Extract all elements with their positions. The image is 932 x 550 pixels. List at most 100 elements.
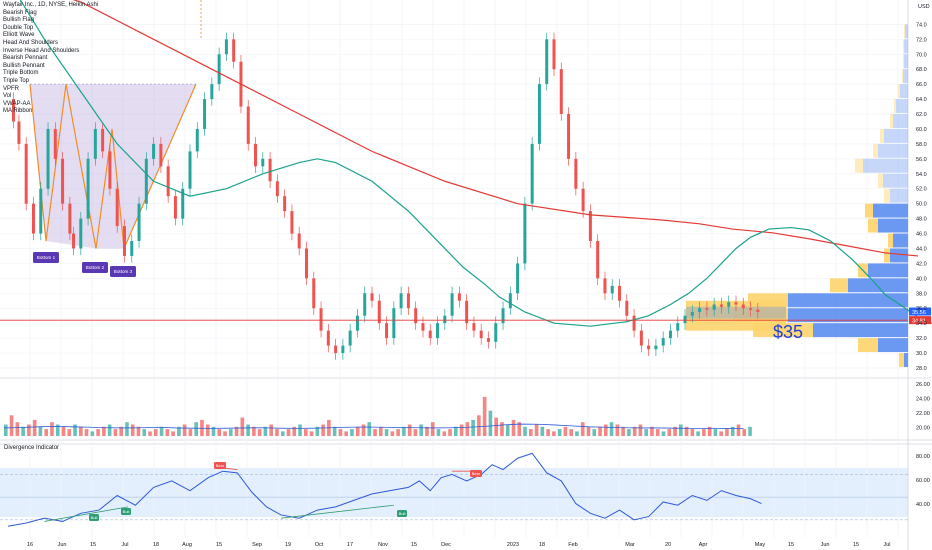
time-tick: Jul bbox=[883, 542, 890, 548]
candle-body bbox=[31, 203, 35, 234]
candle-body bbox=[246, 106, 250, 144]
candle-body bbox=[130, 241, 134, 256]
price-tick: 40.0 bbox=[916, 276, 927, 282]
candle-body bbox=[618, 285, 622, 301]
volume-bar bbox=[84, 429, 89, 436]
candle-body bbox=[53, 128, 57, 159]
legend-item[interactable]: Bullish Pennant bbox=[3, 62, 45, 69]
candle-body bbox=[261, 158, 265, 167]
volume-bar bbox=[407, 424, 412, 436]
price-tick: 58.0 bbox=[916, 142, 927, 148]
volume-bar bbox=[263, 426, 268, 436]
legend-item[interactable]: Inverse Head And Shoulders bbox=[3, 47, 80, 54]
price-tick: 42.0 bbox=[916, 261, 927, 267]
candle-body bbox=[749, 308, 753, 310]
candle-body bbox=[647, 345, 651, 350]
legend-item[interactable]: Elliott Wave bbox=[3, 32, 35, 39]
profile-down bbox=[878, 338, 908, 353]
candle-body bbox=[115, 188, 119, 227]
candle-body bbox=[283, 196, 287, 212]
volume-bar bbox=[379, 426, 383, 436]
profile-down bbox=[905, 24, 908, 39]
price-tick: 46.0 bbox=[916, 232, 927, 238]
legend-item[interactable]: Bearish Flag bbox=[3, 9, 37, 16]
symbol-line[interactable]: Wayfair Inc., 1D, NYSE, Heikin Ashi bbox=[3, 2, 99, 8]
candle-body bbox=[224, 39, 228, 55]
candle-body bbox=[68, 203, 72, 234]
last-price-tag bbox=[909, 307, 931, 316]
candle-body bbox=[676, 323, 680, 331]
profile-up bbox=[902, 69, 903, 84]
volume-bar bbox=[4, 424, 8, 436]
volume-bar bbox=[575, 431, 579, 436]
volume-bar bbox=[627, 429, 631, 436]
legend-item[interactable]: MA Ribbon bbox=[3, 108, 33, 115]
volume-bar bbox=[586, 426, 591, 436]
candle-body bbox=[210, 84, 214, 100]
volume-bar bbox=[569, 429, 573, 436]
price-tick: 72.0 bbox=[916, 37, 927, 43]
candle-body bbox=[479, 330, 483, 339]
price-tick: 36.0 bbox=[916, 306, 927, 312]
profile-up bbox=[903, 39, 904, 54]
candle-body bbox=[334, 345, 338, 354]
candle-body bbox=[159, 143, 163, 167]
legend-item[interactable]: Triple Top bbox=[3, 77, 30, 84]
volume-bar bbox=[246, 424, 250, 436]
candle-body bbox=[661, 338, 665, 346]
legend-item[interactable]: VWAP-AA bbox=[3, 100, 31, 107]
volume-bar bbox=[459, 424, 464, 436]
volume-bar bbox=[523, 426, 527, 436]
volume-bar bbox=[182, 424, 187, 436]
volume-bar bbox=[702, 429, 706, 436]
candle-body bbox=[428, 330, 432, 339]
profile-down bbox=[788, 293, 908, 308]
volume-bar bbox=[286, 429, 291, 436]
moving-averages bbox=[19, 0, 932, 327]
volume-bar bbox=[165, 429, 170, 436]
volume-bar bbox=[55, 424, 60, 436]
bull-label-3: Bull bbox=[399, 511, 406, 516]
price-tick: 38.0 bbox=[916, 291, 927, 297]
time-tick: 17 bbox=[347, 542, 353, 548]
candle-body bbox=[596, 241, 600, 279]
profile-up bbox=[904, 24, 905, 39]
bear-label-1: Bear bbox=[216, 463, 225, 468]
time-tick: Jun bbox=[821, 542, 830, 548]
legend-item[interactable]: Double Top bbox=[3, 24, 34, 31]
price-tick: 44.0 bbox=[916, 246, 927, 252]
oscillator-title[interactable]: Divergence Indicator bbox=[4, 445, 60, 451]
volume-bar bbox=[396, 429, 400, 436]
legend-item[interactable]: Head And Shoulders bbox=[3, 39, 59, 46]
legend-item[interactable]: Vol bbox=[3, 93, 12, 100]
price-tick: 50.0 bbox=[916, 202, 927, 208]
volume-bar bbox=[223, 431, 227, 436]
candle-body bbox=[705, 308, 709, 310]
legend-item[interactable]: Triple Bottom bbox=[3, 70, 39, 77]
osc-tick: 60.00 bbox=[916, 478, 930, 484]
profile-down bbox=[868, 263, 908, 278]
volume-bar bbox=[632, 426, 637, 436]
candle-body bbox=[421, 323, 425, 331]
candle-body bbox=[457, 293, 461, 301]
legend-item[interactable]: VPFR bbox=[3, 85, 20, 92]
price-tick: 60.0 bbox=[916, 127, 927, 133]
profile-up bbox=[884, 188, 890, 203]
time-tick: 2023 bbox=[507, 542, 519, 548]
volume-bar bbox=[546, 429, 550, 436]
volume-bar bbox=[471, 419, 475, 436]
volume-bar bbox=[136, 426, 141, 436]
price-tick: 70.0 bbox=[916, 52, 927, 58]
candle-body bbox=[588, 211, 592, 242]
legend-item[interactable]: Bearish Pennant bbox=[3, 55, 48, 62]
candle-body bbox=[385, 323, 389, 339]
legend-item[interactable]: Bullish Flag bbox=[3, 17, 35, 24]
volume-bar bbox=[119, 426, 123, 436]
candle-body bbox=[232, 39, 236, 62]
volume-bar bbox=[650, 426, 654, 436]
candle-body bbox=[516, 263, 520, 294]
time-tick: Sep bbox=[252, 542, 262, 548]
volume-bar bbox=[413, 429, 418, 436]
last-price-label: 35.56 bbox=[912, 310, 926, 316]
